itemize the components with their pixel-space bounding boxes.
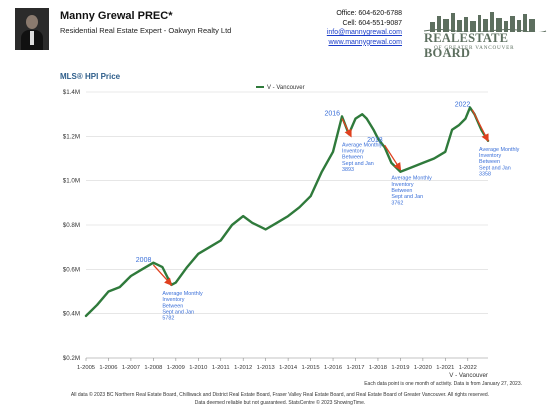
annotation-line: 3762 bbox=[391, 200, 403, 206]
logo-main-text: REALESTATE BOARD bbox=[424, 31, 509, 60]
x-axis-label: V - Vancouver bbox=[449, 372, 488, 379]
annotation-line: Sept and Jan bbox=[342, 161, 374, 167]
y-tick-label: $0.4M bbox=[63, 311, 80, 318]
y-tick-label: $1.0M bbox=[63, 178, 80, 185]
annotation-line: Average Monthly bbox=[342, 142, 383, 148]
x-tick-label: 1-2008 bbox=[144, 365, 162, 371]
office-phone: Office: 604-620-6788 bbox=[336, 10, 402, 17]
x-tick-label: 1-2018 bbox=[369, 365, 387, 371]
y-tick-label: $0.8M bbox=[63, 222, 80, 229]
footer-reliability: Data deemed reliable but not guaranteed.… bbox=[194, 400, 366, 406]
annotation-arrow bbox=[152, 264, 173, 286]
annotation-line: Inventory bbox=[162, 297, 184, 303]
annotation-line: Between bbox=[391, 188, 412, 194]
y-tick-label: $0.6M bbox=[63, 266, 80, 273]
annotation-year: 2008 bbox=[136, 257, 152, 264]
x-tick-label: 1-2010 bbox=[189, 365, 207, 371]
series-line bbox=[84, 106, 490, 318]
x-tick-label: 1-2014 bbox=[279, 365, 298, 371]
annotation-line: 5782 bbox=[162, 316, 174, 322]
x-tick-label: 1-2022 bbox=[459, 365, 477, 371]
footer-disclaimer: All data © 2023 BC Northern Real Estate … bbox=[70, 392, 490, 398]
annotation-line: Average Monthly bbox=[391, 176, 432, 182]
agent-photo bbox=[15, 8, 49, 50]
x-tick-label: 1-2015 bbox=[302, 365, 320, 371]
annotation-arrow bbox=[341, 118, 352, 138]
skyline-icon bbox=[423, 12, 547, 32]
x-tick-label: 1-2021 bbox=[436, 365, 454, 371]
contact-block: Office: 604-620-6788 Cell: 604-551-9087 … bbox=[327, 9, 402, 47]
board-logo: REALESTATE BOARD OF GREATER VANCOUVER bbox=[420, 10, 550, 60]
annotation-line: Between bbox=[342, 155, 363, 161]
logo-sub-text: OF GREATER VANCOUVER bbox=[434, 45, 515, 51]
annotation-line: 3358 bbox=[479, 172, 491, 178]
annotation-line: Average Monthly bbox=[162, 291, 203, 297]
annotation-line: Inventory bbox=[479, 153, 501, 159]
annotation-year: 2018 bbox=[367, 137, 383, 144]
annotation-text: Average Monthly Inventory Between Sept and … bbox=[479, 147, 520, 178]
y-tick-label: $1.4M bbox=[63, 89, 80, 96]
annotation-arrow bbox=[384, 144, 402, 171]
x-tick-label: 1-2011 bbox=[212, 365, 230, 371]
annotation-line: Sept and Jan bbox=[391, 194, 423, 200]
annotation-arrow bbox=[471, 109, 489, 142]
agent-name: Manny Grewal PREC* bbox=[60, 10, 173, 22]
annotation-line: Between bbox=[479, 159, 500, 165]
annotation-line: Sept and Jan bbox=[162, 309, 194, 315]
y-tick-label: $1.2M bbox=[63, 133, 80, 140]
x-tick-label: 1-2007 bbox=[122, 365, 140, 371]
x-tick-label: 1-2017 bbox=[346, 365, 364, 371]
annotation-text: Average Monthly Inventory Between Sept and … bbox=[162, 291, 203, 322]
annotation-year: 2016 bbox=[324, 111, 340, 118]
x-tick-label: 1-2009 bbox=[167, 365, 185, 371]
x-tick-label: 1-2005 bbox=[77, 365, 95, 371]
annotation-line: 3893 bbox=[342, 167, 354, 173]
annotation-line: Inventory bbox=[342, 149, 364, 155]
x-tick-label: 1-2019 bbox=[391, 365, 409, 371]
annotation-year: 2022 bbox=[455, 102, 471, 109]
annotation-text: Average Monthly Inventory Between Sept and … bbox=[391, 176, 432, 207]
annotation-text: Average Monthly Inventory Between Sept and … bbox=[342, 142, 383, 173]
cell-phone: Cell: 604-551-9087 bbox=[342, 19, 402, 27]
x-tick-label: 1-2016 bbox=[324, 365, 342, 371]
annotation-line: Sept and Jan bbox=[479, 165, 511, 171]
agent-title: Residential Real Estate Expert - Oakwyn … bbox=[60, 26, 232, 35]
annotation-line: Average Monthly bbox=[479, 147, 520, 153]
x-tick-label: 1-2013 bbox=[257, 365, 275, 371]
email-link[interactable]: info@mannygrewal.com bbox=[326, 29, 402, 37]
x-tick-label: 1-2012 bbox=[234, 365, 252, 371]
legend-label: V - Vancouver bbox=[267, 85, 305, 91]
annotation-line: Between bbox=[162, 303, 183, 309]
chart-title: MLS® HPI Price bbox=[60, 72, 121, 81]
footer-note: Each data point is one month of activity… bbox=[364, 381, 522, 387]
x-tick-label: 1-2020 bbox=[414, 365, 432, 371]
y-tick-label: $0.2M bbox=[63, 355, 80, 362]
website-link[interactable]: www.mannygrewal.com bbox=[328, 38, 402, 46]
annotation-line: Inventory bbox=[391, 182, 413, 188]
header: Manny Grewal PREC* Residential Real Esta… bbox=[0, 0, 560, 60]
x-tick-label: 1-2006 bbox=[99, 365, 117, 371]
